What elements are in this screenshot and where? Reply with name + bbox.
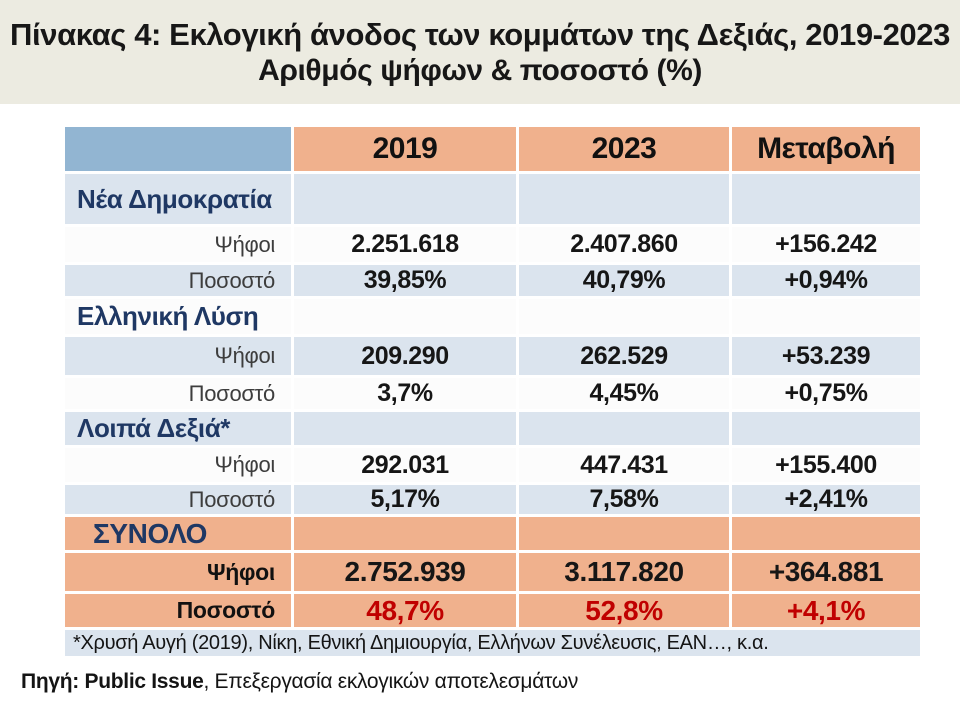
table-row-party-nd: Νέα Δημοκρατία (65, 174, 920, 224)
empty-cell (294, 299, 516, 334)
value-2023-cell: 447.431 (519, 448, 729, 482)
table-row-total-votes: Ψήφοι 2.752.939 3.117.820 +364.881 (65, 553, 920, 591)
value-change-cell: +53.239 (732, 337, 920, 375)
value-2023-cell: 262.529 (519, 337, 729, 375)
value-change-cell: +364.881 (732, 553, 920, 591)
value-change-cell: +0,75% (732, 378, 920, 409)
value-change-cell: +2,41% (732, 485, 920, 514)
row-label-cell: Ποσοστό (65, 265, 291, 296)
empty-cell (732, 174, 920, 224)
title-band: Πίνακας 4: Εκλογική άνοδος των κομμάτων … (0, 0, 960, 104)
value-2019-cell: 5,17% (294, 485, 516, 514)
value-2019-cell: 209.290 (294, 337, 516, 375)
empty-cell (294, 517, 516, 550)
row-label-cell: Ψήφοι (65, 227, 291, 262)
empty-cell (294, 174, 516, 224)
empty-cell (732, 299, 920, 334)
table-row-party-el: Ελληνική Λύση (65, 299, 920, 334)
table-header-row: 2019 2023 Μεταβολή (65, 127, 920, 171)
table-row-pct: Ποσοστό 39,85% 40,79% +0,94% (65, 265, 920, 296)
value-2023-cell: 3.117.820 (519, 553, 729, 591)
empty-cell (519, 517, 729, 550)
row-label-cell: Ποσοστό (65, 378, 291, 409)
header-cell-change: Μεταβολή (732, 127, 920, 171)
table-row-pct: Ποσοστό 5,17% 7,58% +2,41% (65, 485, 920, 514)
row-label-cell: Ποσοστό (65, 485, 291, 514)
value-2019-cell: 39,85% (294, 265, 516, 296)
header-cell-2023: 2023 (519, 127, 729, 171)
header-cell-2019: 2019 (294, 127, 516, 171)
row-label-cell: Ψήφοι (65, 553, 291, 591)
value-2023-cell: 52,8% (519, 594, 729, 627)
empty-cell (732, 517, 920, 550)
table-row-votes: Ψήφοι 2.251.618 2.407.860 +156.242 (65, 227, 920, 262)
row-label-cell: Ψήφοι (65, 448, 291, 482)
value-change-cell: +155.400 (732, 448, 920, 482)
value-2023-cell: 40,79% (519, 265, 729, 296)
row-label-cell: Ψήφοι (65, 337, 291, 375)
source-label: Πηγή: Public Issue (21, 670, 204, 693)
value-2019-cell: 292.031 (294, 448, 516, 482)
value-2019-cell: 48,7% (294, 594, 516, 627)
empty-cell (519, 174, 729, 224)
empty-cell (732, 412, 920, 445)
empty-cell (519, 412, 729, 445)
source-text: , Επεξεργασία εκλογικών αποτελεσμάτων (203, 670, 579, 693)
value-2019-cell: 2.752.939 (294, 553, 516, 591)
table-row-votes: Ψήφοι 292.031 447.431 +155.400 (65, 448, 920, 482)
table-footnote-row: *Χρυσή Αυγή (2019), Νίκη, Εθνική Δημιουρ… (65, 630, 920, 656)
table-row-pct: Ποσοστό 3,7% 4,45% +0,75% (65, 378, 920, 409)
value-2019-cell: 3,7% (294, 378, 516, 409)
table-container: 2019 2023 Μεταβολή Νέα Δημοκρατία Ψήφοι … (62, 124, 960, 659)
table-row-total-header: ΣΥΝΟΛΟ (65, 517, 920, 550)
footnote: *Χρυσή Αυγή (2019), Νίκη, Εθνική Δημιουρ… (65, 630, 920, 656)
party-name-cell: Λοιπά Δεξιά* (65, 412, 291, 445)
page-title: Πίνακας 4: Εκλογική άνοδος των κομμάτων … (10, 17, 950, 52)
value-2023-cell: 2.407.860 (519, 227, 729, 262)
table-row-total-pct: Ποσοστό 48,7% 52,8% +4,1% (65, 594, 920, 627)
value-change-cell: +156.242 (732, 227, 920, 262)
header-blank-cell (65, 127, 291, 171)
value-change-cell: +0,94% (732, 265, 920, 296)
results-table: 2019 2023 Μεταβολή Νέα Δημοκρατία Ψήφοι … (62, 124, 923, 659)
party-name-cell: Ελληνική Λύση (65, 299, 291, 334)
empty-cell (294, 412, 516, 445)
row-label-cell: Ποσοστό (65, 594, 291, 627)
table-row-party-ld: Λοιπά Δεξιά* (65, 412, 920, 445)
table-row-votes: Ψήφοι 209.290 262.529 +53.239 (65, 337, 920, 375)
party-name-cell: Νέα Δημοκρατία (65, 174, 291, 224)
value-2019-cell: 2.251.618 (294, 227, 516, 262)
value-2023-cell: 7,58% (519, 485, 729, 514)
source-line: Πηγή: Public Issue, Επεξεργασία εκλογικώ… (21, 670, 960, 694)
total-name-cell: ΣΥΝΟΛΟ (65, 517, 291, 550)
value-change-cell: +4,1% (732, 594, 920, 627)
empty-cell (519, 299, 729, 334)
page-subtitle: Αριθμός ψήφων & ποσοστό (%) (258, 54, 702, 87)
value-2023-cell: 4,45% (519, 378, 729, 409)
